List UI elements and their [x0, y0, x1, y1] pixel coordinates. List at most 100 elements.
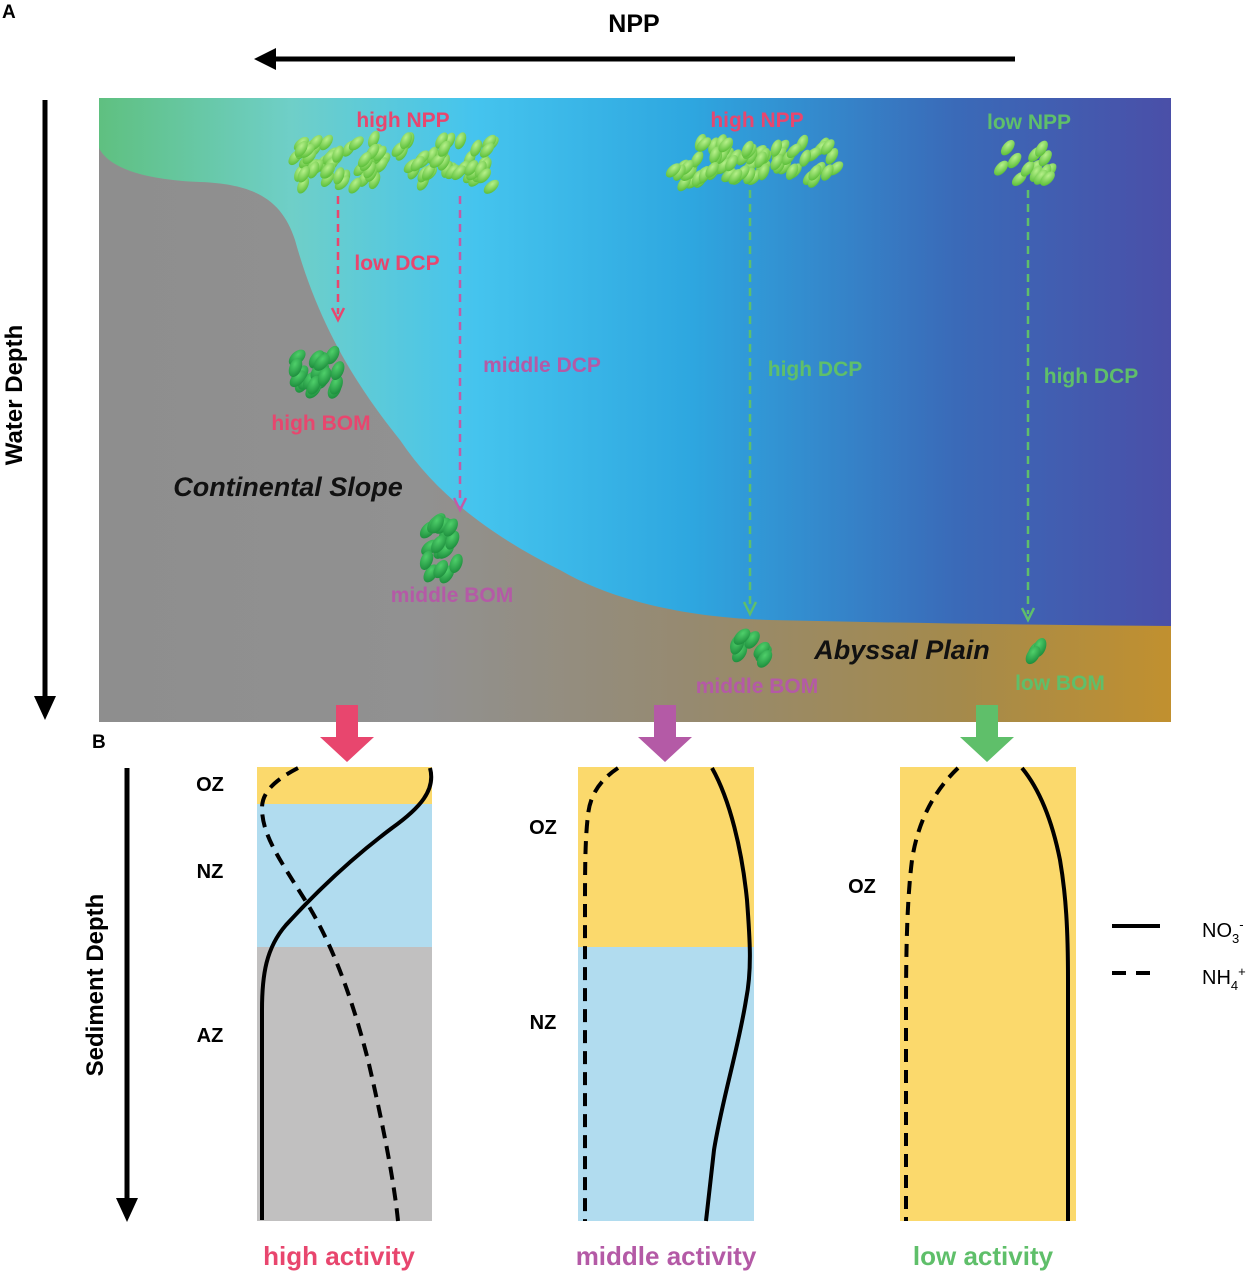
phytoplankton-cell	[770, 153, 783, 171]
organic-matter-particle	[419, 550, 434, 570]
flux-arrow-2-head	[452, 497, 468, 513]
phytoplankton-cell	[1000, 140, 1015, 156]
phytoplankton-cell	[483, 179, 499, 194]
water-depth-label: Water Depth	[1, 325, 28, 465]
col1-no3-profile	[260, 767, 434, 1220]
phytoplankton-cell	[437, 140, 451, 157]
col1-anoxic-zone	[257, 947, 432, 1221]
phytoplankton-cell	[799, 149, 811, 167]
phytoplankton-cell	[1040, 171, 1055, 186]
organic-matter-particle	[288, 358, 303, 377]
phytoplankton-cell	[786, 143, 802, 158]
phytoplankton-cell	[476, 168, 492, 184]
station-4-dcp-label: high DCP	[1044, 365, 1139, 388]
organic-matter-particle	[449, 553, 463, 573]
flux-arrow-1-head	[330, 307, 346, 323]
seabed	[99, 148, 1171, 722]
phytoplankton-cell	[821, 164, 834, 181]
phytoplankton-cell	[429, 153, 445, 168]
organic-matter-particle	[433, 560, 449, 579]
npp-arrow-head	[254, 48, 276, 70]
col1-zone-nz: NZ	[197, 861, 224, 883]
phytoplankton-cell	[709, 146, 721, 164]
phytoplankton-cell	[690, 151, 704, 168]
organic-matter-particle	[443, 518, 458, 537]
station-2-bom-label: middle BOM	[391, 584, 514, 607]
col2-nh4-profile	[583, 766, 620, 1221]
col2-zone-oz: OZ	[529, 817, 557, 839]
phytoplankton-cell	[770, 139, 782, 157]
phytoplankton-cell	[445, 164, 460, 180]
legend-nh4-label: NH4+	[1202, 964, 1246, 993]
phytoplankton-bloom-2	[665, 133, 844, 192]
phytoplankton-cell	[785, 163, 799, 180]
col2-zone-nz: NZ	[530, 1012, 557, 1034]
organic-matter-particle	[307, 375, 321, 395]
organic-matter-particle	[317, 367, 332, 387]
phytoplankton-cell	[728, 169, 743, 185]
bom-cluster-3	[730, 628, 773, 668]
phytoplankton-cell	[725, 155, 738, 172]
col3-oxic-zone	[900, 767, 1076, 1221]
station-1-npp-label: high NPP	[356, 109, 449, 132]
continental-slope-label: Continental Slope	[173, 472, 403, 502]
npp-axis-label: NPP	[608, 10, 659, 38]
phytoplankton-cell	[470, 139, 483, 157]
phytoplankton-cell	[374, 157, 388, 173]
phytoplankton-cell	[334, 175, 350, 191]
panel-a-label: A	[2, 2, 16, 23]
phytoplankton-cell	[696, 137, 712, 152]
col2-nitrogenous-zone	[578, 947, 754, 1221]
phytoplankton-cell	[294, 141, 308, 157]
phytoplankton-cell	[368, 130, 380, 148]
organic-matter-particle	[733, 628, 751, 645]
phytoplankton-cell	[1007, 152, 1022, 169]
col1-activity-label: high activity	[263, 1241, 415, 1271]
phytoplankton-cell	[1038, 150, 1052, 167]
phytoplankton-cell	[400, 132, 412, 149]
low-down-arrow	[960, 705, 1014, 762]
phytoplankton-cell	[357, 151, 372, 168]
flux-arrow-3-head	[742, 601, 758, 617]
phytoplankton-cell	[297, 165, 310, 183]
legend-no3-label: NO3-	[1202, 917, 1244, 946]
station-1-bom-label: high BOM	[271, 412, 370, 435]
flux-arrow-4-head	[1020, 607, 1036, 623]
organic-matter-particle	[429, 514, 444, 534]
col2-oxic-zone	[578, 767, 754, 947]
bom-cluster-1	[288, 345, 345, 399]
phytoplankton-cell	[348, 136, 364, 151]
phytoplankton-cell	[299, 143, 315, 158]
col3-activity-label: low activity	[913, 1241, 1054, 1271]
station-1-dcp-label: low DCP	[354, 252, 439, 275]
phytoplankton-cell	[319, 134, 333, 151]
panel-b-label: B	[92, 732, 106, 753]
station-3-bom-label: middle BOM	[696, 675, 819, 698]
phytoplankton-cell	[1033, 169, 1048, 185]
col1-zone-az: AZ	[197, 1025, 224, 1047]
col3-no3-profile	[1020, 766, 1070, 1221]
high-down-arrow	[320, 705, 374, 762]
col1-nh4-profile	[259, 766, 400, 1222]
phytoplankton-cell	[451, 165, 467, 181]
phytoplankton-cell	[320, 163, 335, 179]
phytoplankton-cell	[332, 145, 344, 163]
phytoplankton-cell	[721, 168, 737, 183]
col3-nh4-profile	[904, 766, 960, 1221]
station-3-dcp-label: high DCP	[768, 358, 863, 381]
phytoplankton-cell	[348, 177, 362, 194]
col1-oxic-zone	[257, 767, 432, 804]
phytoplankton-cell	[464, 160, 479, 176]
phytoplankton-cell	[410, 156, 425, 172]
phytoplankton-cell	[1020, 161, 1035, 177]
phytoplankton-cell	[479, 142, 495, 158]
water-depth-arrow-head	[34, 696, 56, 720]
phytoplankton-bloom-3	[994, 140, 1057, 187]
phytoplankton-cell	[741, 140, 754, 158]
phytoplankton-cell	[758, 163, 770, 181]
col2-no3-profile	[704, 767, 752, 1222]
sediment-depth-label: Sediment Depth	[82, 894, 109, 1077]
phytoplankton-cell	[302, 148, 317, 165]
phytoplankton-cell	[994, 160, 1009, 176]
